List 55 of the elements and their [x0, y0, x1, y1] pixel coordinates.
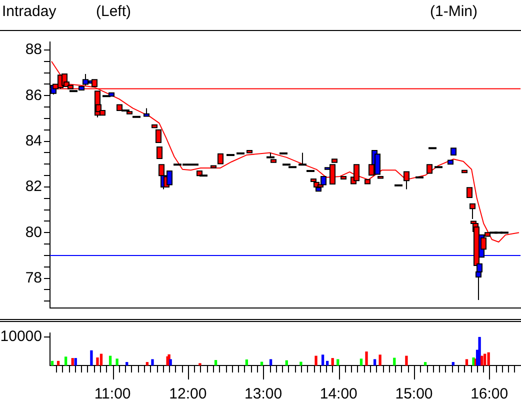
bar: [74, 358, 77, 366]
bar: [452, 362, 455, 366]
y-tick-label: 78: [25, 269, 42, 286]
bar: [360, 358, 363, 366]
bar: [90, 350, 93, 366]
y-tick-label: 86: [25, 86, 42, 104]
bar: [214, 360, 218, 366]
bar: [300, 362, 302, 366]
x-tick-label: 12:00: [169, 386, 207, 403]
bar: [96, 357, 99, 366]
bar: [336, 359, 340, 366]
bar: [56, 360, 60, 366]
x-tick-label: 16:00: [470, 386, 508, 403]
y-tick-label: 82: [25, 178, 42, 196]
bar: [71, 358, 74, 366]
y-tick-label: 88: [25, 41, 42, 58]
bar: [483, 354, 486, 366]
y-tick-label: 80: [25, 224, 42, 241]
bar: [478, 336, 481, 366]
x-tick-label: 14:00: [320, 386, 358, 403]
bar: [405, 356, 408, 366]
bar: [285, 360, 288, 366]
bar: [321, 354, 324, 366]
bar: [393, 358, 396, 366]
y-tick-label: 10000: [0, 328, 42, 346]
bar: [126, 362, 128, 366]
bar: [269, 359, 272, 366]
bar: [169, 359, 172, 366]
bar: [151, 359, 154, 366]
text: (Left): [96, 3, 132, 20]
bar: [480, 356, 484, 366]
x-tick-label: 11:00: [94, 386, 131, 403]
bar: [146, 362, 149, 366]
bar: [245, 359, 248, 366]
bar: [116, 358, 118, 366]
x-tick-label: 15:00: [395, 386, 433, 403]
y-tick-label: 84: [25, 132, 42, 150]
bar: [100, 354, 103, 366]
bar: [108, 356, 112, 366]
bar: [50, 360, 54, 366]
bar: [378, 354, 382, 366]
bar: [472, 357, 475, 366]
bar: [260, 362, 264, 366]
bar: [326, 360, 329, 366]
bar: [314, 356, 318, 366]
bar: [424, 362, 427, 366]
text: (1-Min): [430, 3, 478, 20]
chart-title: Intraday: [2, 3, 56, 20]
bar: [487, 352, 490, 366]
x-tick-label: 13:00: [244, 386, 282, 403]
bar: [365, 351, 368, 366]
bar: [373, 359, 376, 366]
bar: [64, 356, 68, 366]
bar: [331, 358, 334, 366]
bar: [465, 359, 468, 366]
